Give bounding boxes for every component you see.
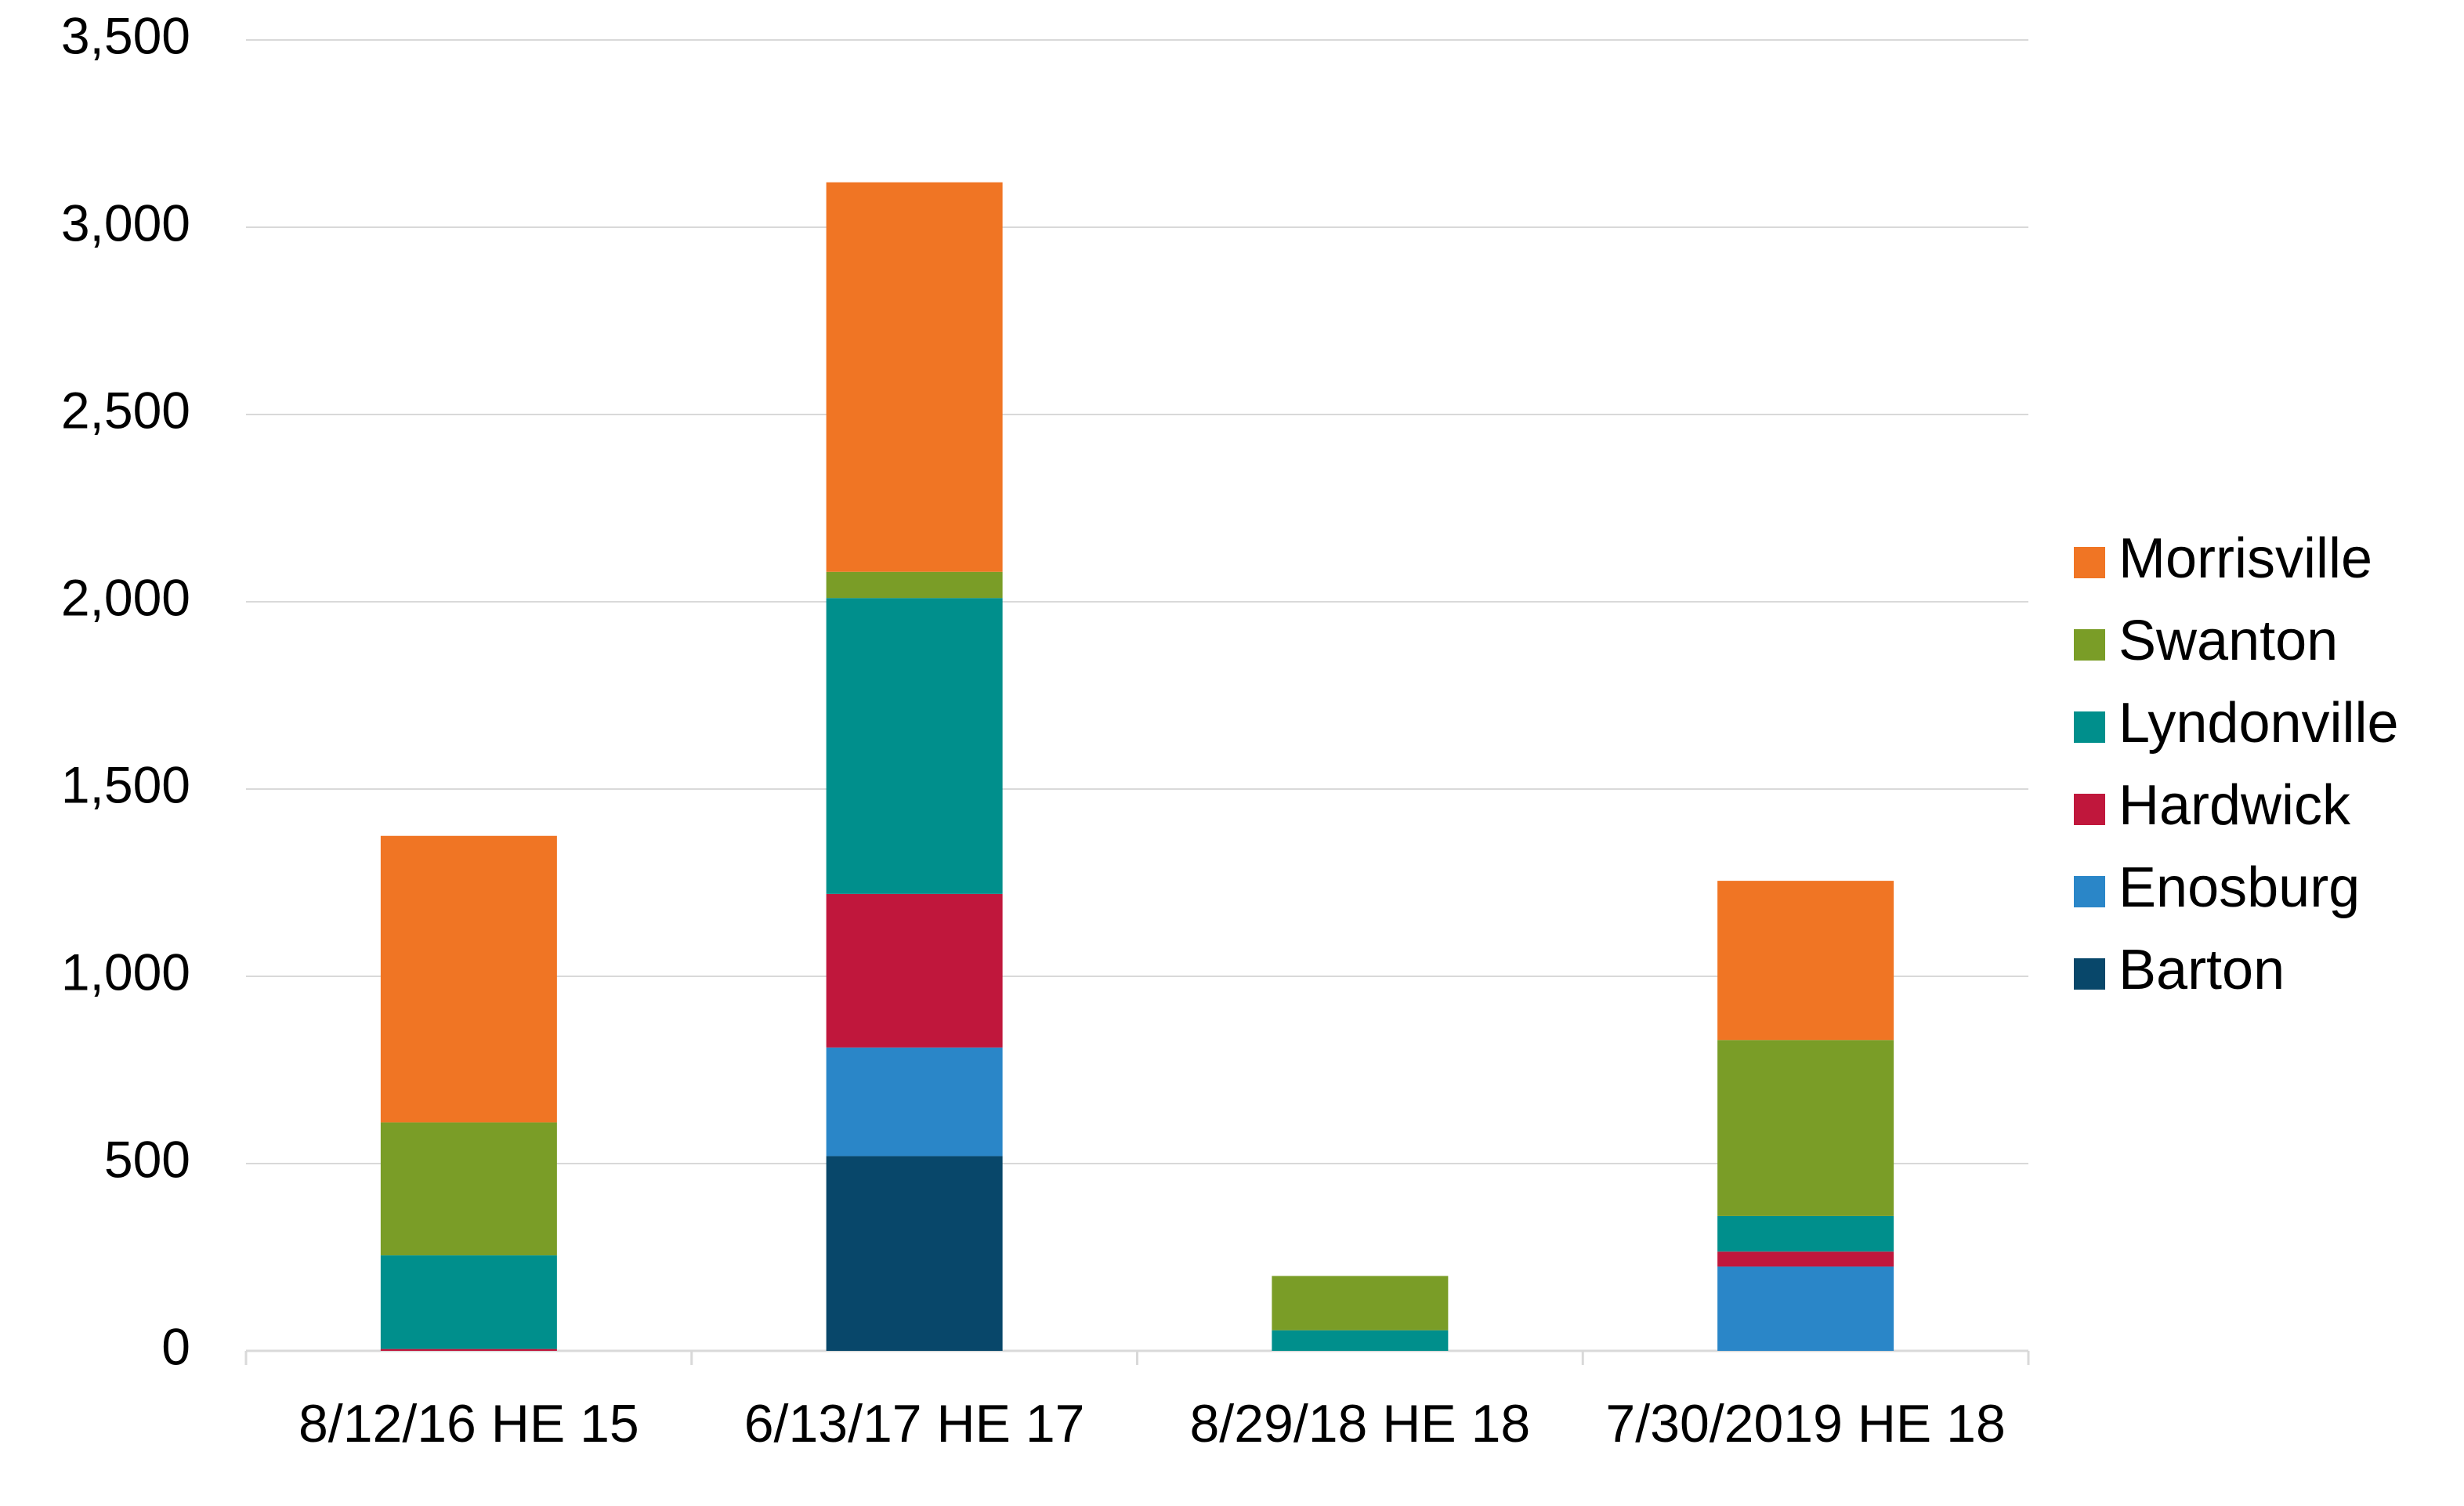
y-tick-label: 3,500 <box>61 6 190 64</box>
bar-segment <box>1717 1266 1894 1351</box>
y-tick-label: 500 <box>104 1130 190 1188</box>
bar-segment <box>1717 1040 1894 1216</box>
bar-segment <box>826 182 1003 572</box>
y-tick-label: 2,500 <box>61 381 190 439</box>
legend-label: Enosburg <box>2118 856 2360 919</box>
bar-segment <box>380 835 557 1123</box>
bar-segment <box>380 1122 557 1256</box>
bar-segment <box>380 1349 557 1351</box>
bar-segment <box>1717 881 1894 1041</box>
bar-segment <box>826 893 1003 1048</box>
legend-swatch <box>2074 629 2105 661</box>
y-tick-label: 2,000 <box>61 568 190 626</box>
bar-segment <box>380 1255 557 1349</box>
x-tick-label: 7/30/2019 HE 18 <box>1605 1394 2005 1454</box>
legend-label: Lyndonville <box>2118 692 2399 755</box>
bar-segment <box>826 598 1003 894</box>
y-tick-label: 1,000 <box>61 943 190 1001</box>
x-tick-label: 8/12/16 HE 15 <box>299 1394 639 1454</box>
bar-segment <box>1717 1215 1894 1252</box>
bar-segment <box>1272 1330 1449 1351</box>
bar-segment <box>826 571 1003 599</box>
legend-label: Swanton <box>2118 610 2338 672</box>
legend-label: Barton <box>2118 939 2285 1001</box>
legend-swatch <box>2074 958 2105 990</box>
legend-label: Hardwick <box>2118 774 2351 837</box>
legend-label: Morrisville <box>2118 527 2372 590</box>
bar-segment <box>826 1047 1003 1157</box>
bar-segment <box>1272 1276 1449 1330</box>
legend-swatch <box>2074 711 2105 743</box>
bar-segment <box>826 1156 1003 1351</box>
x-tick-label: 6/13/17 HE 17 <box>744 1394 1085 1454</box>
bar-segment <box>1717 1251 1894 1267</box>
y-tick-label: 3,000 <box>61 194 190 252</box>
legend-swatch <box>2074 876 2105 907</box>
legend-swatch <box>2074 547 2105 578</box>
y-tick-label: 1,500 <box>61 755 190 813</box>
x-tick-label: 8/29/18 HE 18 <box>1189 1394 1530 1454</box>
legend-swatch <box>2074 794 2105 825</box>
y-tick-label: 0 <box>161 1317 190 1375</box>
